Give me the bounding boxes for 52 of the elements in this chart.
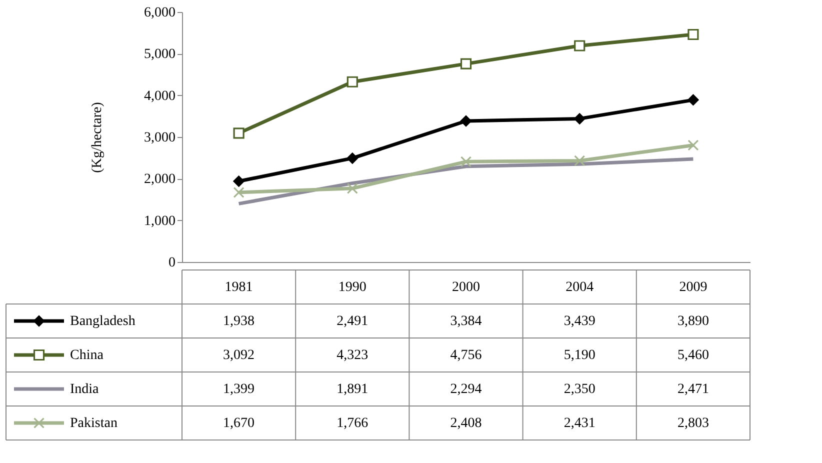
data-label: 3,092: [223, 348, 255, 363]
data-label: 3,384: [450, 314, 482, 329]
point: [688, 28, 699, 40]
point: [574, 113, 586, 124]
y-tick-label: 1,000: [144, 214, 176, 229]
y-tick-label: 4,000: [144, 88, 176, 104]
data-label: 2,350: [564, 382, 596, 397]
data-label: 2,294: [450, 382, 482, 397]
data-label: 1,399: [223, 382, 255, 397]
data-label: 2,491: [336, 314, 368, 329]
legend-label: Pakistan: [70, 416, 118, 431]
y-tick-label: 2,000: [144, 172, 176, 188]
legend-label: Bangladesh: [70, 314, 136, 329]
point: [346, 152, 358, 164]
y-axis-title: (Kg/hectare): [90, 102, 105, 173]
data-label: 1,766: [336, 416, 368, 431]
y-tick-label: 3,000: [144, 130, 176, 146]
x-tick-label: 2004: [566, 280, 594, 295]
point: [346, 182, 358, 194]
y-tick-label: 6,000: [144, 6, 176, 20]
point: [460, 156, 472, 168]
x-tick-label: 2000: [452, 280, 480, 295]
point: [346, 76, 358, 88]
data-label: 2,803: [677, 416, 709, 431]
point: [688, 140, 699, 151]
data-label: 1,938: [223, 314, 255, 329]
data-label: 4,323: [336, 348, 368, 363]
point: [460, 58, 472, 70]
data-label: 4,756: [450, 348, 482, 363]
data-label: 2,471: [677, 382, 709, 397]
legend-label: China: [70, 348, 104, 363]
point: [233, 176, 244, 187]
data-label: 2,408: [450, 416, 482, 431]
y-tick-label: 0: [168, 256, 176, 270]
point: [233, 128, 244, 139]
point: [233, 186, 244, 198]
y-tick-label: 5,000: [144, 47, 176, 62]
data-label: 5,460: [677, 348, 709, 363]
data-label: 2,431: [564, 416, 596, 431]
data-label: 3,439: [564, 314, 596, 329]
data-label: 1,670: [223, 416, 255, 431]
point: [688, 94, 699, 106]
data-label: 5,190: [564, 348, 596, 363]
data-label: 3,890: [677, 314, 709, 329]
data-label: 1,891: [336, 382, 368, 397]
x-tick-label: 1981: [224, 280, 253, 295]
point: [574, 40, 586, 52]
x-tick-label: 1990: [338, 280, 366, 295]
point: [574, 155, 586, 166]
legend-label: India: [70, 382, 100, 397]
point: [460, 115, 472, 127]
x-tick-label: 2009: [679, 280, 708, 295]
